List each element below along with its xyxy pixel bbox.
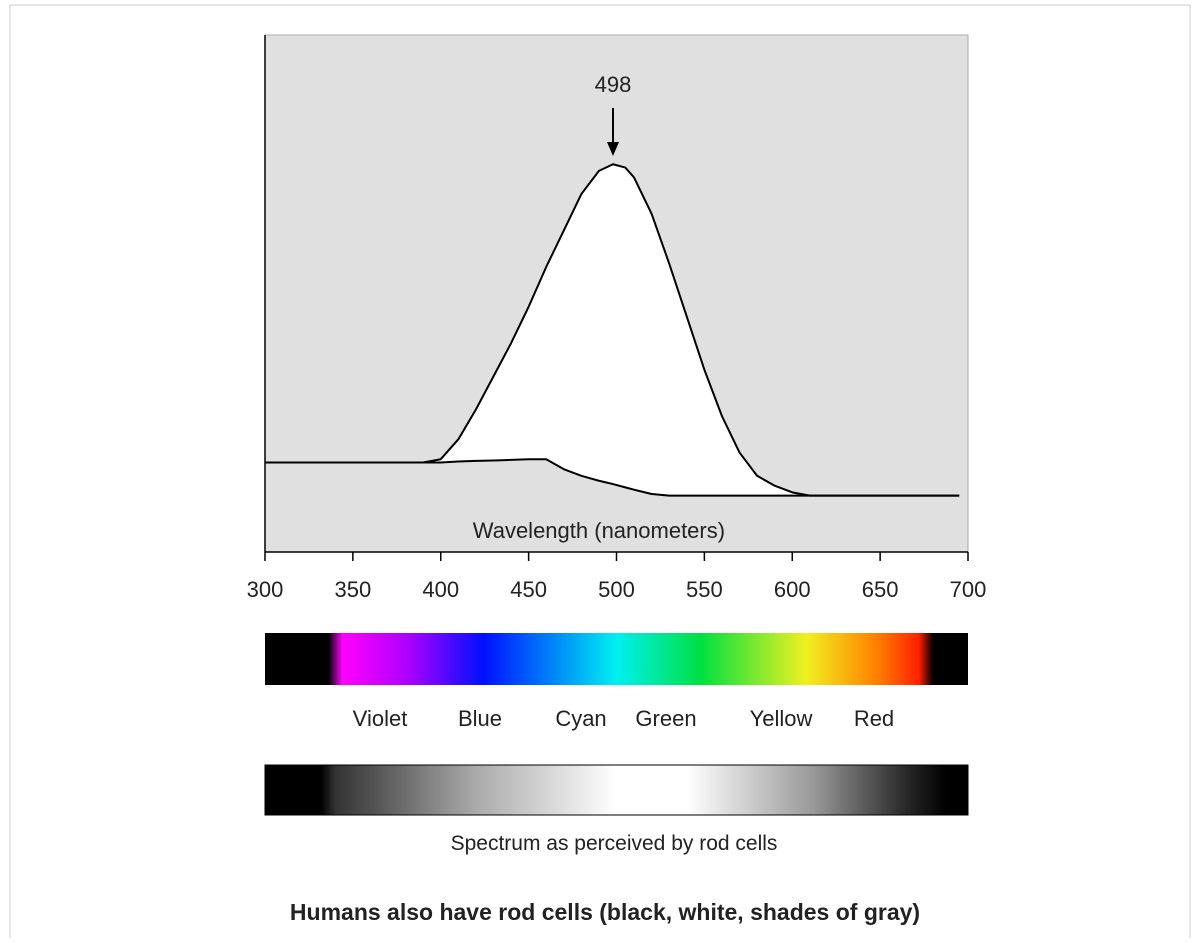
frame: [9, 4, 1191, 943]
color-label: Cyan: [555, 706, 606, 731]
x-axis-label: Wavelength (nanometers): [473, 518, 725, 543]
curve: [265, 163, 960, 497]
x-tick-label: 400: [422, 577, 459, 602]
color-label: Red: [854, 706, 894, 731]
curve: [265, 458, 960, 497]
color-label: Violet: [353, 706, 408, 731]
x-tick-label: 550: [686, 577, 723, 602]
area-fill: [265, 164, 960, 496]
x-tick-label: 300: [247, 577, 284, 602]
footer-title: Humans also have rod cells (black, white…: [290, 899, 920, 925]
gray-caption: Spectrum as perceived by rod cells: [451, 832, 778, 855]
x-tick-label: 650: [862, 577, 899, 602]
spectrum-labels: Violet Blue Cyan Green Yellow Red: [353, 706, 895, 731]
x-tick-label: 450: [510, 577, 547, 602]
x-tick-label: 600: [774, 577, 811, 602]
color-label: Blue: [458, 706, 502, 731]
color-label: Green: [635, 706, 696, 731]
spectrum-bar: [265, 633, 968, 685]
color-label: Yellow: [750, 706, 813, 731]
gray-bar: [264, 764, 969, 816]
x-tick-label: 700: [950, 577, 987, 602]
arrow-head: [606, 142, 619, 156]
annotation-label: 498: [595, 72, 632, 97]
x-tick-label: 500: [598, 577, 635, 602]
x-tick-label: 350: [335, 577, 372, 602]
plot: 300 350 400 450 500 550 600 650 700 Wavelength (n…: [247, 34, 987, 602]
